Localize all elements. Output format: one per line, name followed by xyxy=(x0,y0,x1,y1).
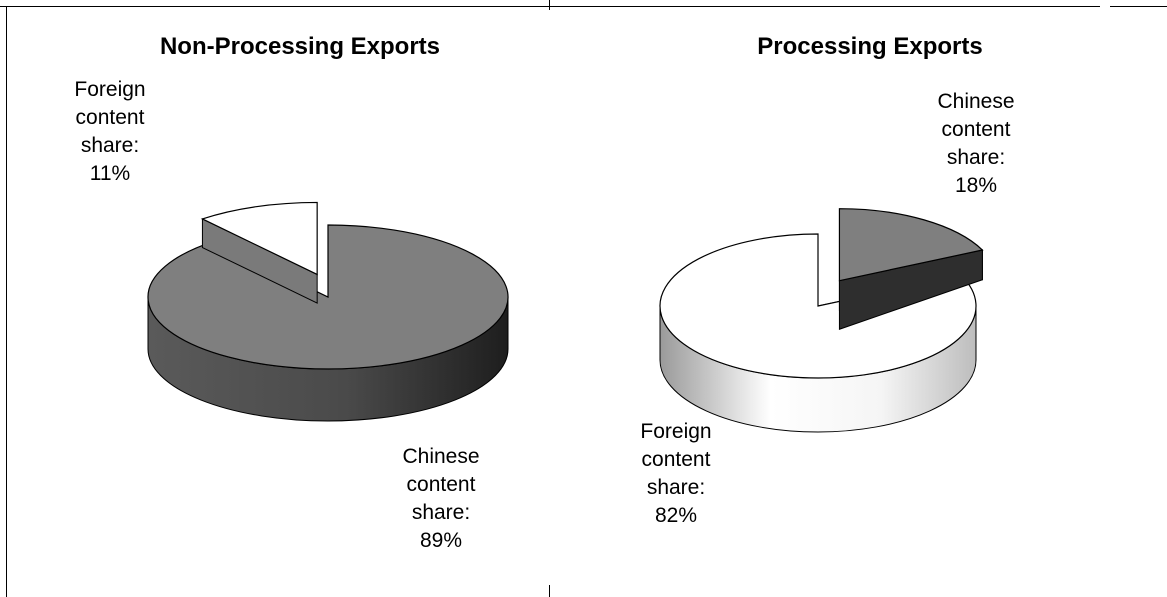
frame-left-border xyxy=(6,6,7,597)
label-value: 18% xyxy=(954,174,998,197)
label-value: 82% xyxy=(654,504,698,527)
label-line: Chinese xyxy=(937,90,1015,113)
label-value: 89% xyxy=(419,529,463,552)
chart-title-non-processing: Non-Processing Exports xyxy=(159,33,441,60)
label-line: share: xyxy=(411,501,471,524)
pie-slice-exploded xyxy=(838,208,984,330)
chart-title-processing: Processing Exports xyxy=(757,33,983,60)
label-line: Chinese xyxy=(402,445,480,468)
frame-top-border-right xyxy=(1110,6,1167,7)
label-line: Foreign xyxy=(640,420,712,443)
label-value: 11% xyxy=(89,162,131,185)
center-divider-bottom xyxy=(549,585,550,597)
label-line: content xyxy=(641,448,711,471)
slice-label-chinese-processing: Chinese content share: 18% xyxy=(916,88,1036,200)
pie-slice-exploded xyxy=(200,201,318,304)
label-line: content xyxy=(75,106,145,129)
pie-processing xyxy=(659,208,984,433)
label-line: Foreign xyxy=(74,78,146,101)
slice-label-foreign-non-processing: Foreign content share: 11% xyxy=(50,76,170,188)
label-line: content xyxy=(406,473,476,496)
label-line: content xyxy=(941,118,1011,141)
pie-slice-chinese-content xyxy=(838,208,984,282)
pie-slice-foreign-content xyxy=(659,233,977,379)
frame-top-border xyxy=(0,6,1100,7)
pie-non-processing xyxy=(147,201,509,422)
label-line: share: xyxy=(80,134,140,157)
slice-label-foreign-processing: Foreign content share: 82% xyxy=(616,418,736,530)
label-line: share: xyxy=(646,476,706,499)
pie-slice-foreign-content xyxy=(200,201,318,276)
center-divider-top xyxy=(549,0,550,10)
slice-label-chinese-non-processing: Chinese content share: 89% xyxy=(381,443,501,555)
label-line: share: xyxy=(946,146,1006,169)
